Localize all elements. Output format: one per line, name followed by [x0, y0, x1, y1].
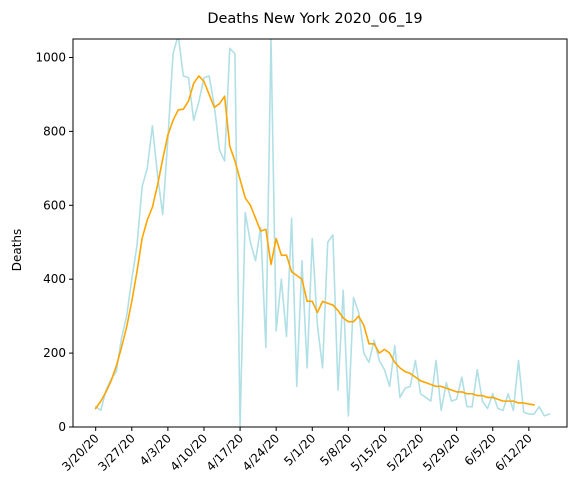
y-axis-label: Deaths [10, 229, 24, 272]
series-layer [94, 39, 551, 427]
y-tick-label: 0 [58, 420, 66, 434]
y-tick-label: 600 [43, 198, 66, 212]
y-tick-label: 400 [43, 272, 66, 286]
chart-title: Deaths New York 2020_06_19 [207, 11, 422, 27]
plot-frame [72, 38, 568, 428]
y-tick-label: 1000 [35, 50, 66, 64]
y-tick-label: 200 [43, 346, 66, 360]
y-tick-label: 800 [43, 124, 66, 138]
series-line-2 [94, 75, 535, 410]
